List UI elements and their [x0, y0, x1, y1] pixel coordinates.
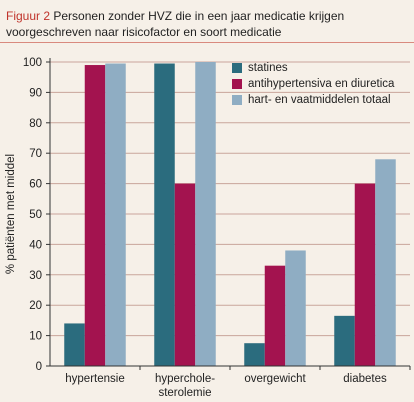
x-tick-label: hyperchole- [155, 373, 215, 385]
figure-title: Figuur 2 Personen zonder HVZ die in een … [6, 8, 410, 40]
bar [105, 63, 126, 367]
bar [354, 183, 376, 366]
y-tick-label: 40 [29, 239, 42, 251]
y-tick-label: 50 [29, 209, 42, 221]
bar [84, 65, 106, 366]
legend-item: statines [232, 60, 394, 76]
legend-item: antihypertensiva en diuretica [232, 76, 394, 92]
y-tick-label: 0 [36, 361, 42, 373]
bar [64, 323, 85, 366]
bar [174, 183, 196, 366]
y-axis-label: % patiënten met middel [5, 154, 17, 274]
bar [334, 315, 355, 366]
bars [64, 62, 396, 367]
figure-title-text: Personen zonder HVZ die in een jaar medi… [6, 9, 345, 39]
y-tick-label: 100 [23, 57, 42, 69]
bar [154, 63, 175, 367]
y-tick-label: 30 [29, 270, 42, 282]
legend-item: hart- en vaatmiddelen totaal [232, 92, 394, 108]
x-tick-label: diabetes [343, 373, 387, 385]
y-tick-label: 60 [29, 179, 42, 191]
y-tick-label: 70 [29, 148, 42, 160]
bar [375, 159, 396, 366]
bar [264, 265, 286, 366]
y-tick-label: 10 [29, 331, 42, 343]
legend-swatch [232, 79, 242, 89]
bar [285, 250, 306, 366]
axes: 0 10 20 30 40 50 60 70 80 90 100 % patiënten met mi… [5, 57, 411, 399]
x-tick-label: hypertensie [65, 373, 124, 385]
x-tick-label: overgewicht [244, 373, 306, 385]
y-tick-label: 80 [29, 118, 42, 130]
bar [195, 62, 216, 366]
legend-swatch [232, 63, 242, 73]
x-tick-label: sterolemie [158, 387, 211, 399]
legend-label: hart- en vaatmiddelen totaal [248, 94, 391, 106]
legend-swatch [232, 95, 242, 105]
legend: statines antihypertensiva en diuretica har… [232, 60, 394, 108]
y-tick-label: 90 [29, 87, 42, 99]
figure-label: Figuur 2 [6, 9, 51, 23]
bar [244, 343, 265, 366]
y-tick-label: 20 [29, 300, 42, 312]
legend-label: antihypertensiva en diuretica [248, 78, 395, 90]
legend-label: statines [248, 62, 288, 74]
title-divider [0, 42, 414, 43]
